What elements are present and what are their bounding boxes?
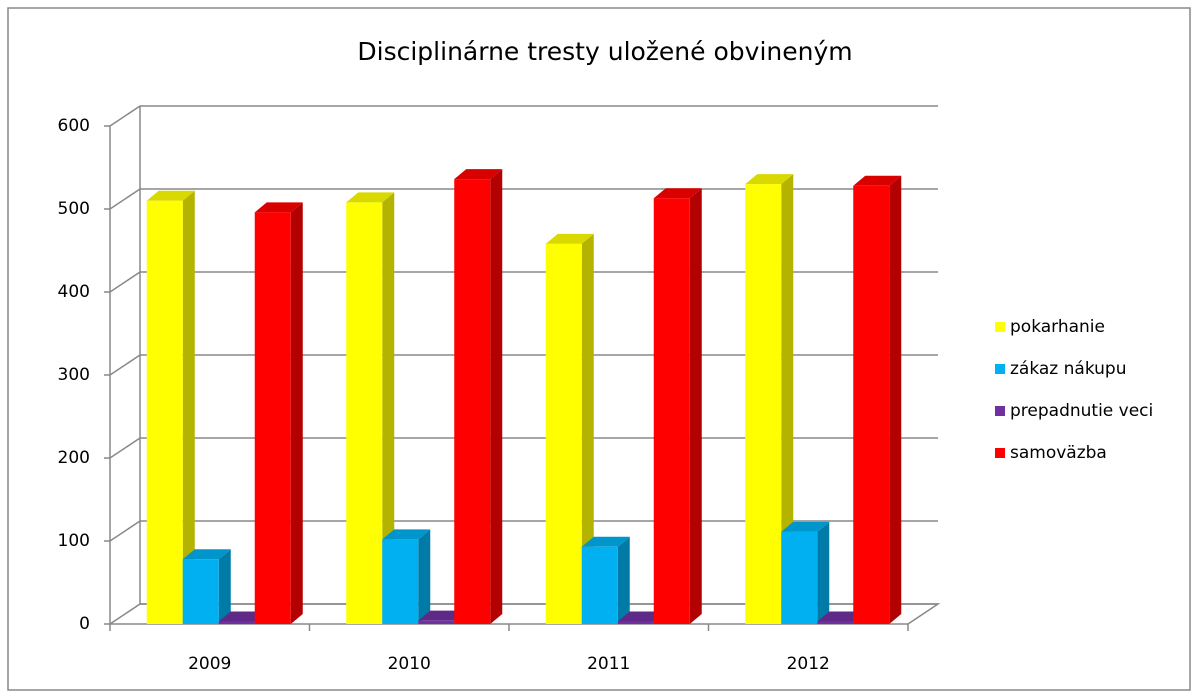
bar-side <box>889 175 902 624</box>
bar <box>418 620 455 624</box>
bar <box>781 531 818 624</box>
bar-top <box>853 175 902 186</box>
y-tick-label: 400 <box>58 282 90 302</box>
y-tick-label: 0 <box>79 614 90 634</box>
y-tick-label: 500 <box>58 199 90 219</box>
legend-label: zákaz nákupu <box>1010 359 1127 379</box>
bar-side <box>218 549 231 624</box>
x-tick-label: 2009 <box>188 654 231 674</box>
bar-top <box>653 188 702 199</box>
bar <box>653 198 690 624</box>
x-tick-label: 2011 <box>587 654 630 674</box>
bar <box>182 559 219 624</box>
bar-top <box>454 169 503 180</box>
x-tick-label: 2010 <box>388 654 431 674</box>
bar-top <box>745 174 794 185</box>
grid-line <box>109 105 938 127</box>
bar-top <box>182 549 231 560</box>
legend-label: pokarhanie <box>1010 317 1105 337</box>
bar <box>218 621 255 624</box>
bar <box>617 621 654 624</box>
legend-swatch <box>995 448 1005 458</box>
chart-title: Disciplinárne tresty uložené obvineným <box>357 37 852 66</box>
legend-label: samoväzba <box>1010 443 1107 463</box>
bar-side <box>418 529 431 624</box>
bar <box>346 202 383 625</box>
y-tick-label: 100 <box>58 531 90 551</box>
bar-side <box>817 521 830 624</box>
bar-top <box>581 536 630 547</box>
bar-side <box>581 233 594 625</box>
bar-side <box>490 169 503 624</box>
legend-swatch <box>995 322 1005 332</box>
bar-side <box>290 202 303 624</box>
bar-side <box>382 192 395 625</box>
bar-top <box>254 202 303 213</box>
bar <box>254 212 291 624</box>
bar <box>545 243 582 625</box>
x-tick-label: 2012 <box>787 654 830 674</box>
bar-side <box>617 536 630 624</box>
bar-side <box>781 174 794 624</box>
bar-top <box>781 521 830 532</box>
bar-top <box>346 192 395 203</box>
bar <box>853 185 890 624</box>
bar-top <box>545 233 594 244</box>
bar-side <box>182 190 195 624</box>
bar <box>745 184 782 624</box>
legend-label: prepadnutie veci <box>1010 401 1153 421</box>
bar <box>382 539 419 624</box>
y-tick-label: 600 <box>58 116 90 136</box>
legend-swatch <box>995 406 1005 416</box>
y-tick-label: 300 <box>58 365 90 385</box>
bar <box>581 546 618 624</box>
bar <box>146 200 183 624</box>
bar-top <box>382 529 431 540</box>
y-tick-label: 200 <box>58 448 90 468</box>
bar <box>817 621 854 624</box>
bar-top <box>146 190 195 201</box>
legend-swatch <box>995 364 1005 374</box>
bar <box>454 179 491 624</box>
bar-side <box>689 188 702 624</box>
